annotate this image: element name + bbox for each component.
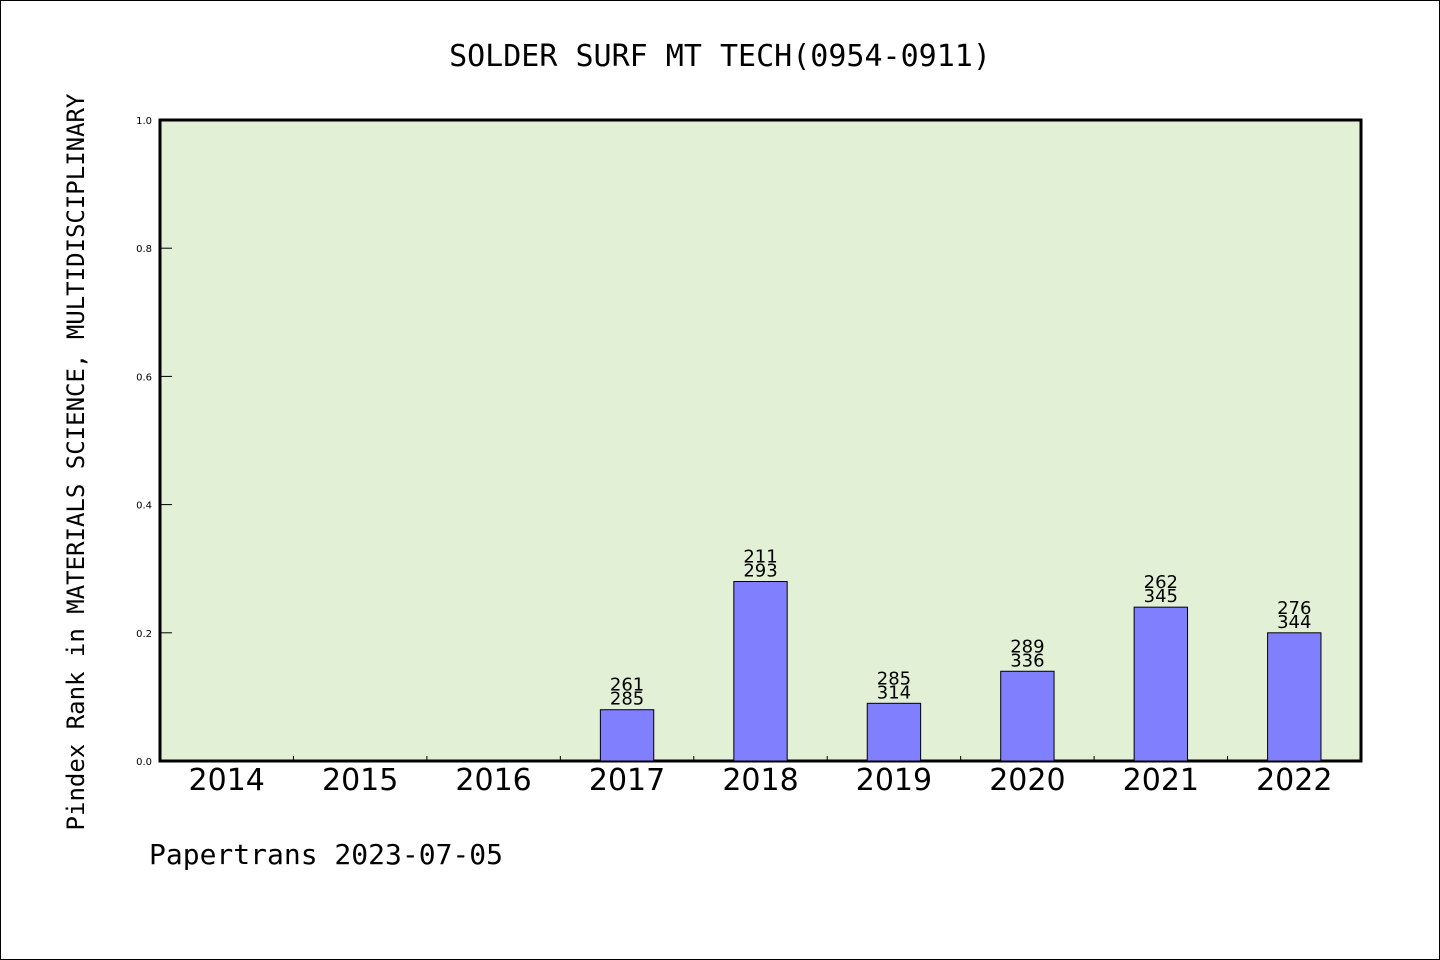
y-axis-ticks: 0.0 0.2 0.4 0.6 0.8 1.0 — [136, 116, 172, 768]
y-tick-label: 0.0 — [136, 757, 152, 768]
bar — [1133, 606, 1189, 762]
footer-source-date: Papertrans 2023-07-05 — [149, 838, 503, 871]
bar-total-label: 345 — [1144, 586, 1178, 607]
x-tick-label: 2019 — [856, 763, 932, 798]
x-tick-label: 2022 — [1256, 763, 1332, 798]
bars — [599, 581, 1322, 762]
bar — [1000, 670, 1055, 762]
bar — [1267, 632, 1322, 762]
x-tick-label: 2015 — [322, 763, 398, 798]
y-tick-label: 1.0 — [136, 116, 152, 127]
x-axis-ticks: 2014 2015 2016 2017 2018 2019 2020 2021 2022 — [189, 756, 1332, 798]
bar-total-label: 285 — [610, 689, 644, 710]
x-tick-label: 2016 — [455, 763, 531, 798]
bar — [733, 581, 788, 762]
x-tick-label: 2014 — [189, 763, 265, 798]
bar-rank-label: 285 — [877, 668, 911, 689]
bar-rank-label: 289 — [1010, 636, 1044, 657]
y-tick-label: 0.6 — [136, 372, 152, 383]
x-tick-label: 2021 — [1123, 763, 1199, 798]
bar-total-label: 336 — [1010, 650, 1044, 671]
bar-total-label: 314 — [877, 682, 911, 703]
x-tick-label: 2017 — [589, 763, 665, 798]
bar-rank-label: 276 — [1277, 598, 1311, 619]
bar-rank-label: 261 — [610, 675, 644, 696]
y-tick-label: 0.4 — [136, 501, 152, 512]
bar-rank-label: 262 — [1144, 572, 1178, 593]
y-tick-label: 0.2 — [136, 629, 152, 640]
bar — [599, 709, 655, 762]
bar-total-label: 344 — [1277, 612, 1311, 633]
chart-title: SOLDER SURF MT TECH(0954-0911) — [449, 39, 991, 74]
bar-total-label: 293 — [743, 561, 777, 582]
bar-rank-label: 211 — [743, 547, 777, 568]
x-tick-label: 2018 — [722, 763, 798, 798]
x-tick-label: 2020 — [989, 763, 1065, 798]
bar — [866, 702, 922, 762]
y-tick-label: 0.8 — [136, 244, 152, 255]
y-axis-label: Pindex Rank in MATERIALS SCIENCE, MULTID… — [62, 93, 90, 830]
